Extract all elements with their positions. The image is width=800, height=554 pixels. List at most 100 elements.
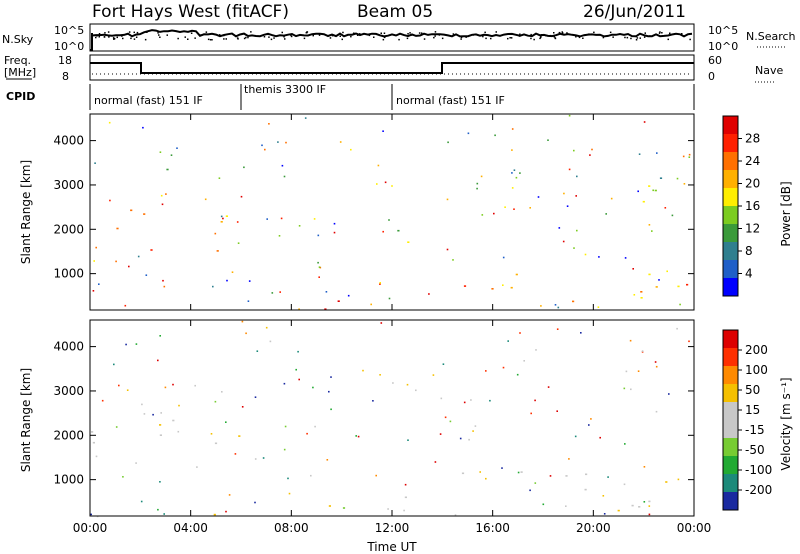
colorbar-tick-label: -200 bbox=[745, 483, 772, 497]
noise-cell bbox=[655, 365, 658, 368]
noise-cell bbox=[283, 175, 286, 178]
nsky-dot bbox=[237, 38, 239, 40]
nsky-dot bbox=[380, 32, 382, 34]
nsky-dot bbox=[368, 34, 371, 37]
noise-cell bbox=[90, 513, 92, 516]
nsky-dot bbox=[649, 35, 651, 37]
nsky-dot bbox=[485, 37, 487, 40]
noise-cell bbox=[162, 279, 164, 282]
noise-cell bbox=[172, 383, 174, 386]
data-cell bbox=[407, 241, 410, 243]
data-cell bbox=[648, 500, 651, 503]
noise-cell bbox=[125, 343, 127, 346]
nsky-dot bbox=[667, 38, 669, 41]
nsky-dot bbox=[303, 37, 306, 40]
colorbar-swatch bbox=[723, 366, 738, 384]
noise-cell bbox=[222, 217, 224, 220]
nave-label: Nave bbox=[755, 64, 783, 77]
noise-cell bbox=[534, 482, 537, 484]
nsky-dot bbox=[584, 34, 587, 36]
nsky-dot bbox=[602, 36, 605, 39]
noise-cell bbox=[261, 144, 263, 147]
noise-cell bbox=[152, 413, 154, 416]
nsky-dot bbox=[247, 36, 249, 39]
noise-cell bbox=[285, 141, 287, 144]
noise-cell bbox=[161, 203, 164, 206]
velocity-colorbar-ticks: 200 100 50 15 -15 -50 -100 -200 bbox=[738, 343, 772, 497]
noise-cell bbox=[556, 410, 558, 412]
y-tick-label: 3000 bbox=[53, 384, 84, 398]
noise-cell bbox=[504, 206, 506, 208]
data-cell bbox=[640, 291, 643, 293]
noise-cell bbox=[535, 349, 537, 351]
noise-cell bbox=[654, 361, 657, 363]
noise-cell bbox=[126, 389, 129, 391]
noise-cell bbox=[339, 141, 342, 143]
nsky-dot bbox=[689, 38, 691, 41]
nsky-dot bbox=[398, 38, 400, 41]
data-cell bbox=[638, 506, 641, 508]
nsky-dot bbox=[207, 38, 210, 41]
noise-cell bbox=[177, 430, 180, 433]
noise-cell bbox=[439, 433, 442, 435]
nsky-dot bbox=[658, 32, 661, 34]
noise-cell bbox=[214, 232, 217, 235]
nsky-dot bbox=[318, 33, 320, 35]
noise-cell bbox=[481, 214, 484, 216]
nsky-dot bbox=[530, 37, 532, 40]
noise-cell bbox=[558, 227, 561, 229]
noise-cell bbox=[652, 189, 654, 192]
x-tick-label: 20:00 bbox=[576, 521, 611, 535]
nsky-dot bbox=[288, 33, 291, 35]
noise-cell bbox=[549, 475, 552, 477]
y-tick-label: 1000 bbox=[53, 267, 84, 281]
noise-cell bbox=[313, 218, 316, 220]
noise-cell bbox=[610, 197, 613, 200]
noise-cell bbox=[141, 403, 143, 406]
noise-cell bbox=[633, 294, 636, 296]
noise-cell bbox=[113, 363, 115, 366]
nsky-dot bbox=[609, 31, 612, 34]
noise-cell bbox=[98, 283, 100, 285]
noise-cell bbox=[297, 350, 299, 353]
freq-panel: Freq. [MHz] 18 8 60 0 Nave bbox=[4, 54, 783, 83]
velocity-ylabel: Slant Range [km] bbox=[19, 368, 33, 472]
noise-cell bbox=[677, 478, 680, 481]
noise-cell bbox=[159, 335, 161, 337]
velocity-frame bbox=[89, 319, 695, 517]
data-cell bbox=[665, 481, 668, 483]
noise-cell bbox=[214, 400, 217, 403]
nsky-dot bbox=[588, 33, 590, 35]
nsky-dot bbox=[353, 32, 355, 34]
velocity-y-ticks: 1000 2000 3000 4000 bbox=[53, 340, 694, 487]
nsky-dot bbox=[104, 32, 106, 34]
noise-cell bbox=[682, 155, 685, 158]
noise-cell bbox=[142, 126, 144, 129]
noise-cell bbox=[128, 265, 130, 268]
nsky-dot bbox=[263, 36, 266, 38]
nsky-dot bbox=[245, 36, 247, 39]
noise-cell bbox=[605, 213, 607, 215]
nsky-dot bbox=[284, 38, 286, 40]
noise-cell bbox=[637, 370, 640, 372]
y-tick-label: 1000 bbox=[53, 473, 84, 487]
freq-label-2: [MHz] bbox=[4, 66, 36, 79]
power-colorbar-ticks: 4 8 12 16 20 24 28 bbox=[738, 132, 760, 281]
nsky-dot bbox=[281, 31, 283, 34]
power-x-ticks bbox=[89, 114, 695, 310]
noise-cell bbox=[603, 513, 606, 515]
noise-cell bbox=[467, 132, 470, 135]
noise-cell bbox=[160, 412, 162, 414]
noise-cell bbox=[370, 303, 372, 306]
nsky-dot bbox=[518, 35, 521, 37]
noise-cell bbox=[317, 234, 320, 237]
noise-cell bbox=[176, 147, 178, 149]
nsky-dot bbox=[158, 34, 160, 36]
nsky-dot bbox=[135, 36, 138, 38]
noise-cell bbox=[237, 242, 240, 244]
noise-cell bbox=[266, 218, 268, 220]
data-cell bbox=[655, 286, 658, 288]
nave-tick-top: 60 bbox=[708, 54, 722, 67]
nsky-dot bbox=[630, 37, 632, 40]
